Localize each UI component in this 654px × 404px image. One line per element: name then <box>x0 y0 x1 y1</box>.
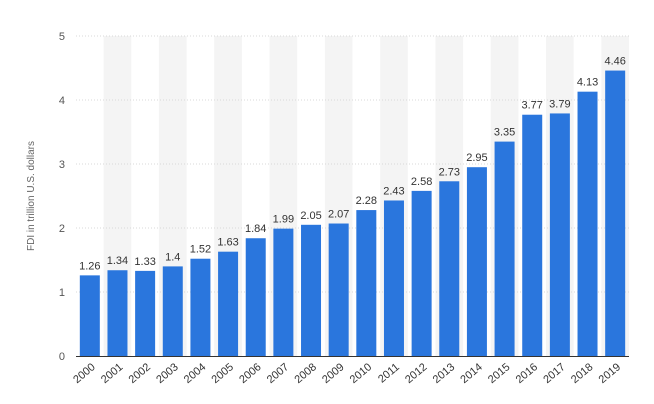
y-tick-label: 2 <box>59 223 65 235</box>
y-tick-label: 4 <box>59 95 65 107</box>
data-label: 1.63 <box>217 237 238 249</box>
data-label: 1.34 <box>107 255 128 267</box>
y-tick-label: 0 <box>59 351 65 363</box>
data-labels: 1.26 1.34 1.33 1.4 1.52 1.63 1.84 1.99 2.05 2.07 2… <box>79 56 626 273</box>
x-tick-label: 2014 <box>458 361 484 386</box>
bar <box>107 270 128 356</box>
x-tick-label: 2006 <box>237 361 263 386</box>
bar <box>301 224 322 356</box>
x-tick-label: 2018 <box>569 361 595 386</box>
bar <box>79 275 100 356</box>
x-tick-label: 2019 <box>597 361 623 386</box>
data-label: 1.4 <box>165 251 180 263</box>
data-label: 2.05 <box>300 210 321 222</box>
bar <box>605 70 626 356</box>
x-tick-label: 2000 <box>71 361 97 386</box>
y-tick-label: 1 <box>59 287 65 299</box>
x-tick-label: 2017 <box>541 361 567 386</box>
data-label: 3.77 <box>522 100 543 112</box>
bar <box>439 181 460 356</box>
bars <box>79 70 626 357</box>
x-tick-label: 2003 <box>154 361 180 386</box>
x-tick-label: 2008 <box>292 361 318 386</box>
data-label: 2.28 <box>356 195 377 207</box>
x-tick-label: 2010 <box>348 361 374 386</box>
bar <box>245 238 266 356</box>
bar <box>383 200 404 356</box>
bar <box>577 91 598 357</box>
data-label: 1.33 <box>134 256 155 268</box>
y-tick-label: 5 <box>59 31 65 43</box>
bar <box>135 270 156 356</box>
data-label: 2.43 <box>383 185 404 197</box>
x-tick-label: 2004 <box>182 361 208 386</box>
bar <box>328 223 349 356</box>
x-tick-label: 2015 <box>486 361 512 386</box>
data-label: 2.07 <box>328 209 349 221</box>
y-tick-label: 3 <box>59 159 65 171</box>
bar <box>466 167 487 356</box>
bar <box>190 258 211 356</box>
y-axis-ticks: 0 1 2 3 4 5 <box>59 31 65 363</box>
x-tick-label: 2012 <box>403 361 429 386</box>
data-label: 2.73 <box>439 166 460 178</box>
x-tick-label: 2013 <box>431 361 457 386</box>
x-tick-label: 2016 <box>514 361 540 386</box>
data-label: 3.79 <box>549 98 570 110</box>
data-label: 1.84 <box>245 223 266 235</box>
x-tick-label: 2005 <box>210 361 236 386</box>
grid-lines <box>76 35 629 357</box>
data-label: 1.52 <box>190 244 211 256</box>
bar <box>411 190 432 356</box>
data-label: 1.26 <box>79 260 100 272</box>
x-tick-label: 2011 <box>376 361 402 385</box>
data-label: 4.13 <box>577 77 598 89</box>
data-label: 4.46 <box>604 56 625 68</box>
bar <box>273 228 294 356</box>
data-label: 2.95 <box>466 152 487 164</box>
bar <box>549 113 570 356</box>
x-tick-label: 2001 <box>99 361 125 386</box>
bar <box>522 114 543 356</box>
bar <box>218 251 239 356</box>
x-axis-ticks: 2000 2001 2002 2003 2004 2005 2006 2007 2008 2009… <box>71 361 623 386</box>
bar <box>356 210 377 356</box>
data-label: 1.99 <box>273 214 294 226</box>
x-tick-label: 2007 <box>265 361 291 386</box>
bar <box>162 266 183 356</box>
data-label: 3.35 <box>494 127 515 139</box>
x-tick-label: 2002 <box>127 361 153 386</box>
x-tick-label: 2009 <box>320 361 346 386</box>
data-label: 2.58 <box>411 176 432 188</box>
bar <box>494 141 515 356</box>
y-axis-title: FDI in trillion U.S. dollars <box>26 141 37 251</box>
